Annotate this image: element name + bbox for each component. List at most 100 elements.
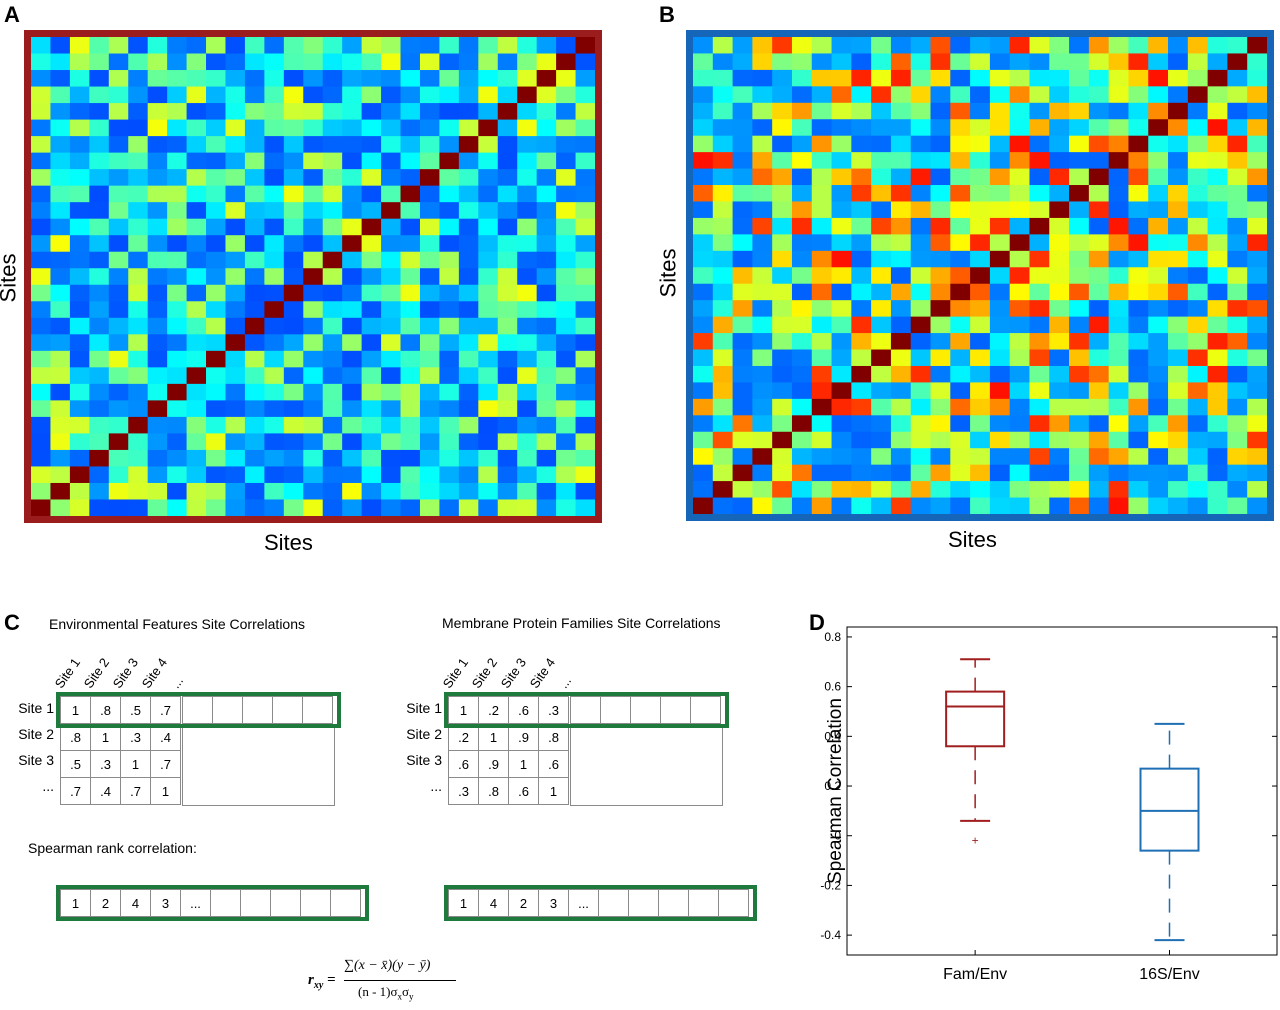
heatmap-b-cell (1108, 464, 1129, 482)
heatmap-b-cell (1049, 135, 1070, 153)
heatmap-a-cell (478, 70, 499, 88)
heatmap-b-cell (1207, 349, 1228, 367)
heatmap-b-cell (791, 431, 813, 449)
left-rank-cell (270, 889, 301, 917)
heatmap-b-cell (851, 86, 872, 104)
heatmap-b-cell (1207, 415, 1228, 433)
heatmap-b-cell (1187, 349, 1209, 367)
heatmap-a-cell (322, 367, 343, 385)
heatmap-b-cell (950, 481, 971, 499)
heatmap-a-cell (517, 268, 538, 286)
heatmap-a-cell (575, 383, 595, 401)
heatmap-b-cell (811, 53, 833, 71)
heatmap-a-cell (497, 433, 518, 451)
heatmap-b-cell (712, 168, 734, 186)
heatmap-a-cell (108, 284, 129, 302)
heatmap-a-cell (69, 350, 90, 368)
heatmap-a-cell (186, 334, 207, 352)
heatmap-b-cell (1227, 382, 1248, 400)
heatmap-a-cell (31, 301, 51, 319)
heatmap-b-cell (772, 250, 793, 268)
heatmap-b-cell (1088, 464, 1110, 482)
heatmap-b-cell (732, 250, 753, 268)
heatmap-b-cell (1227, 86, 1248, 104)
heatmap-a-cell (128, 103, 149, 121)
heatmap-a-cell (206, 416, 226, 434)
heatmap-a-cell (342, 482, 363, 500)
heatmap-a-cell (400, 482, 421, 500)
heatmap-b-cell (1009, 481, 1030, 499)
heatmap-b-cell (1128, 398, 1149, 416)
heatmap-a-cell (556, 350, 577, 368)
heatmap-b-cell (712, 119, 734, 137)
heatmap-a-cell (381, 400, 402, 418)
heatmap-a-cell (361, 400, 382, 418)
heatmap-b-cell (1069, 185, 1090, 202)
heatmap-a-cell (342, 251, 363, 269)
heatmap-b-cell (1088, 135, 1110, 153)
heatmap-b-cell (910, 201, 932, 219)
heatmap-a-cell (361, 301, 382, 319)
heatmap-b-cell (1187, 168, 1209, 186)
heatmap-b-cell (1247, 53, 1267, 71)
heatmap-b-cell (791, 217, 813, 235)
heatmap-a-cell (575, 185, 595, 203)
heatmap-a-cell (497, 499, 518, 516)
heatmap-b-cell (1049, 119, 1070, 137)
heatmap-a-ylabel: Sites (0, 253, 21, 303)
heatmap-b-cell (1227, 53, 1248, 71)
heatmap-b-cell (732, 349, 753, 367)
heatmap-a-cell (556, 251, 577, 269)
heatmap-a-cell (458, 37, 479, 55)
heatmap-a-cell (69, 103, 90, 121)
heatmap-a-cell (556, 367, 577, 385)
heatmap-b-cell (890, 152, 912, 170)
heatmap-b-cell (890, 185, 912, 202)
heatmap-a-cell (283, 218, 304, 236)
heatmap-b-cell (970, 152, 991, 170)
heatmap-a-cell (575, 152, 595, 170)
heatmap-b-cell (950, 333, 971, 351)
heatmap-a-cell (186, 449, 207, 467)
heatmap-b-cell (791, 234, 813, 252)
heatmap-b-cell (1207, 300, 1228, 318)
heatmap-b-cell (1009, 53, 1030, 71)
heatmap-b-cell (1148, 497, 1169, 514)
heatmap-a-cell (478, 400, 499, 418)
heatmap-a-cell (303, 136, 324, 154)
heatmap-a-cell (186, 119, 207, 137)
heatmap-b-cell (970, 481, 991, 499)
heatmap-b-cell (970, 283, 991, 301)
heatmap-a-cell (225, 268, 246, 286)
heatmap-a-cell (50, 383, 71, 401)
heatmap-b-cell (732, 448, 753, 466)
heatmap-a-cell (167, 499, 188, 516)
heatmap-a-cell (575, 367, 595, 385)
heatmap-b-cell (1009, 382, 1030, 400)
heatmap-a-cell (400, 136, 421, 154)
heatmap-a-cell (517, 37, 538, 55)
heatmap-a-cell (381, 284, 402, 302)
heatmap-b-cell (831, 250, 852, 268)
heatmap-b-cell (1029, 316, 1050, 334)
heatmap-a-cell (381, 251, 402, 269)
heatmap-a-cell (264, 119, 285, 137)
heatmap-a-cell (303, 317, 324, 335)
heatmap-a-cell (186, 400, 207, 418)
heatmap-b-cell (989, 234, 1011, 252)
right-rank-cell (628, 889, 659, 917)
heatmap-a-cell (108, 53, 129, 71)
heatmap-a-cell (31, 53, 51, 71)
heatmap-a-cell (167, 37, 188, 55)
heatmap-a-cell (31, 284, 51, 302)
heatmap-a-cell (419, 218, 440, 236)
heatmap-b-cell (732, 431, 753, 449)
panel-c-letter: C (4, 610, 20, 635)
heatmap-a-cell (556, 70, 577, 88)
heatmap-a-cell (128, 202, 149, 220)
heatmap-b-cell (732, 152, 753, 170)
heatmap-b-cell (791, 53, 813, 71)
heatmap-a-cell (303, 383, 324, 401)
heatmap-b-cell (1168, 102, 1189, 120)
right-matrix-cell: .3 (538, 696, 569, 724)
